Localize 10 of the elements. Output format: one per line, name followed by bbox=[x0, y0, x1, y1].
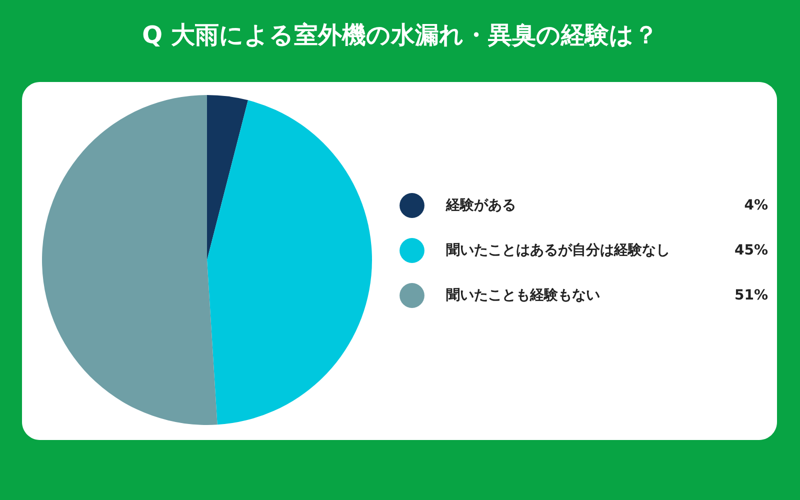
pie-slice bbox=[207, 95, 248, 260]
legend-label: 経験がある bbox=[445, 198, 516, 214]
pie-slice bbox=[207, 100, 372, 425]
chart-title: Q 大雨による室外機の水漏れ・異臭の経験は？ bbox=[142, 21, 658, 49]
data-label: 51% bbox=[734, 288, 768, 304]
legend-label: 聞いたことも経験もない bbox=[446, 288, 600, 304]
legend-label: 聞いたことはあるが自分は経験なし bbox=[446, 242, 670, 258]
pie-slice bbox=[42, 95, 218, 425]
data-label: 4% bbox=[744, 198, 768, 214]
data-label: 45% bbox=[734, 242, 768, 258]
